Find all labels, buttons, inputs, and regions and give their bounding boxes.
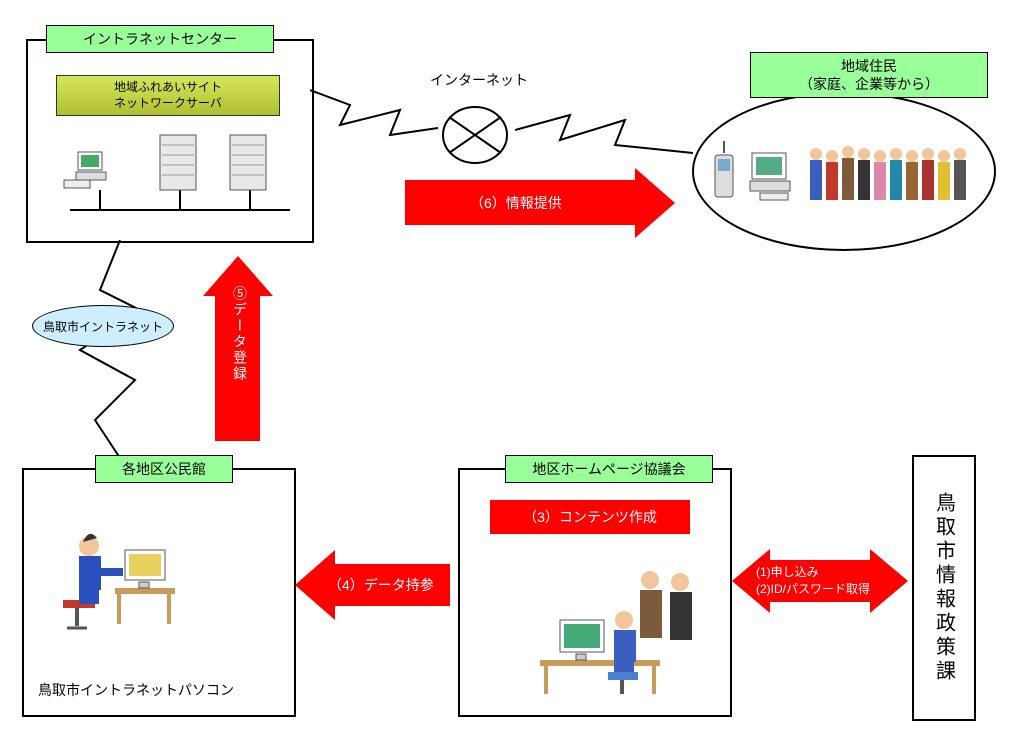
server-name-box: 地域ふれあいサイト ネットワークサーバ [56,75,280,116]
arrow-step4-label: （4）データ持参 [328,575,434,595]
hp-council-text: 地区ホームページ協議会 [532,461,685,477]
arrow-step6-label: （6）情報提供 [470,193,562,213]
server-line1: 地域ふれあいサイト [114,80,222,94]
tottori-intranet-text: 鳥取市イントラネット [43,318,163,335]
zigzag-left [310,80,440,160]
policy-dept-box: 鳥取市情報政策課 [912,455,976,721]
step3-text: （3）コンテンツ作成 [523,507,657,527]
kominkan-pc-label: 鳥取市イントラネットパソコン [38,680,234,700]
step12-line2: (2)ID/パスワード取得 [756,582,870,596]
step4-text: （4）データ持参 [328,577,434,593]
internet-label: インターネット [430,70,528,90]
hp-council-group-icon [530,550,710,710]
kominkan-text: 各地区公民館 [122,461,206,477]
arrow-step5-label: ⑤データ登録 [230,286,250,382]
hp-council-label: 地区ホームページ協議会 [505,455,713,483]
step12-line1: (1)申し込み [756,565,819,579]
intranet-center-label: イントラネットセンター [46,25,274,53]
internet-text: インターネット [430,72,528,88]
step5-text: ⑤データ登録 [232,286,248,382]
policy-dept-text: 鳥取市情報政策課 [930,492,959,684]
label-text: イントラネットセンター [83,31,237,47]
zigzag-right [515,95,695,175]
residents-icons [710,135,980,235]
residents-line2: （家庭、企業等から） [799,76,939,92]
step3-box: （3）コンテンツ作成 [490,500,690,534]
step6-text: （6）情報提供 [470,195,562,211]
datacenter-icons [40,130,300,230]
kominkan-person-icon [45,510,185,640]
residents-line1: 地域住民 [841,58,897,74]
kominkan-pc-text: 鳥取市イントラネットパソコン [38,682,234,698]
residents-label: 地域住民 （家庭、企業等から） [750,52,988,98]
arrow-step12-label: (1)申し込み (2)ID/パスワード取得 [756,564,870,598]
internet-symbol [435,100,515,170]
kominkan-label: 各地区公民館 [95,455,233,483]
server-line2: ネットワークサーバ [114,96,222,110]
zigzag-down [60,240,180,460]
tottori-intranet-ellipse: 鳥取市イントラネット [32,305,174,347]
